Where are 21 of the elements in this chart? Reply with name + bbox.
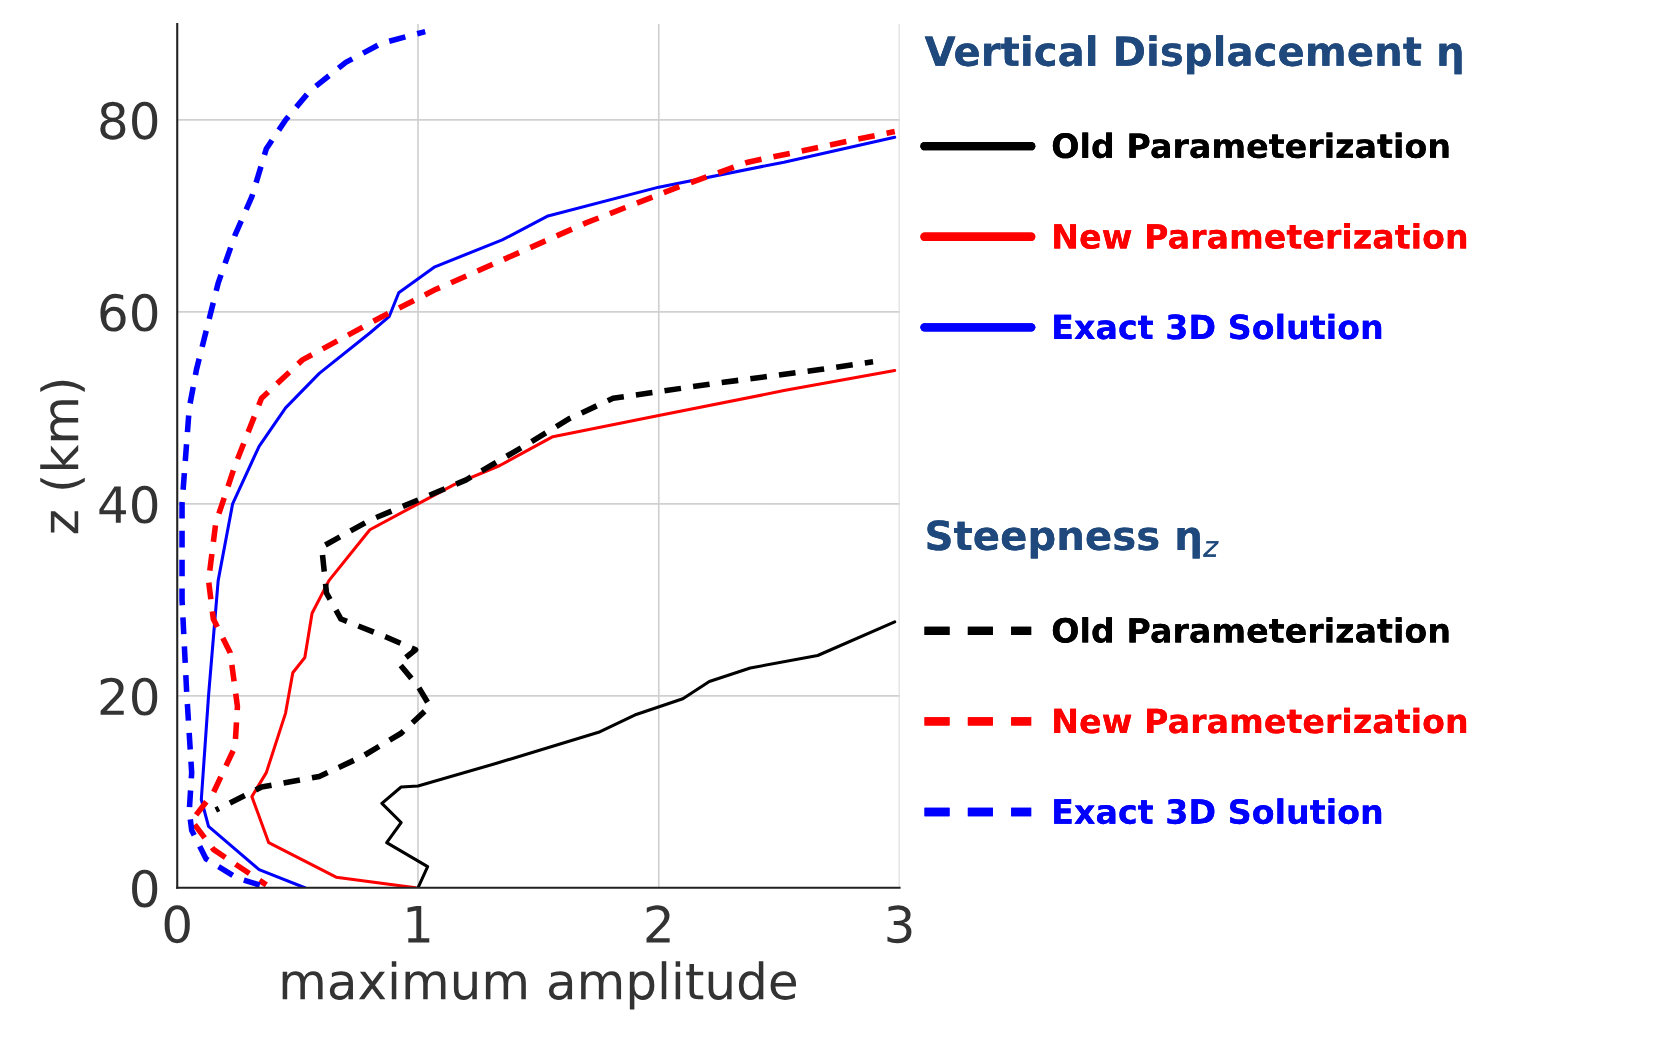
text: Vertical Displacement η <box>924 35 1462 75</box>
legend-label: Exact 3D Solution <box>1054 313 1382 340</box>
x-tick-label: 1 <box>407 905 430 943</box>
x-axis-title: maximum amplitude <box>282 961 796 1010</box>
legend-label: Old Parameterization <box>1052 617 1449 643</box>
y-tick-label: 20 <box>100 677 158 716</box>
x-tick-label: 0 <box>164 905 190 944</box>
line-series <box>250 368 897 888</box>
legend-label: Old Parameterization <box>1052 132 1449 159</box>
y-tick-label: 60 <box>100 293 158 332</box>
text: Steepness η$_{z}$ <box>927 520 1219 559</box>
line-series <box>380 620 897 888</box>
y-tick-label: 0 <box>132 869 158 908</box>
legend-label: New Parameterization <box>1054 223 1467 249</box>
x-tick-label: 2 <box>646 905 670 943</box>
legend-label: New Parameterization <box>1054 707 1467 734</box>
y-axis-title: z (km) <box>40 380 85 534</box>
y-tick-label: 40 <box>99 485 158 524</box>
x-tick-label: 3 <box>887 905 912 944</box>
legend-label: Exact 3D Solution <box>1054 798 1382 825</box>
y-tick-label: 80 <box>100 101 158 140</box>
